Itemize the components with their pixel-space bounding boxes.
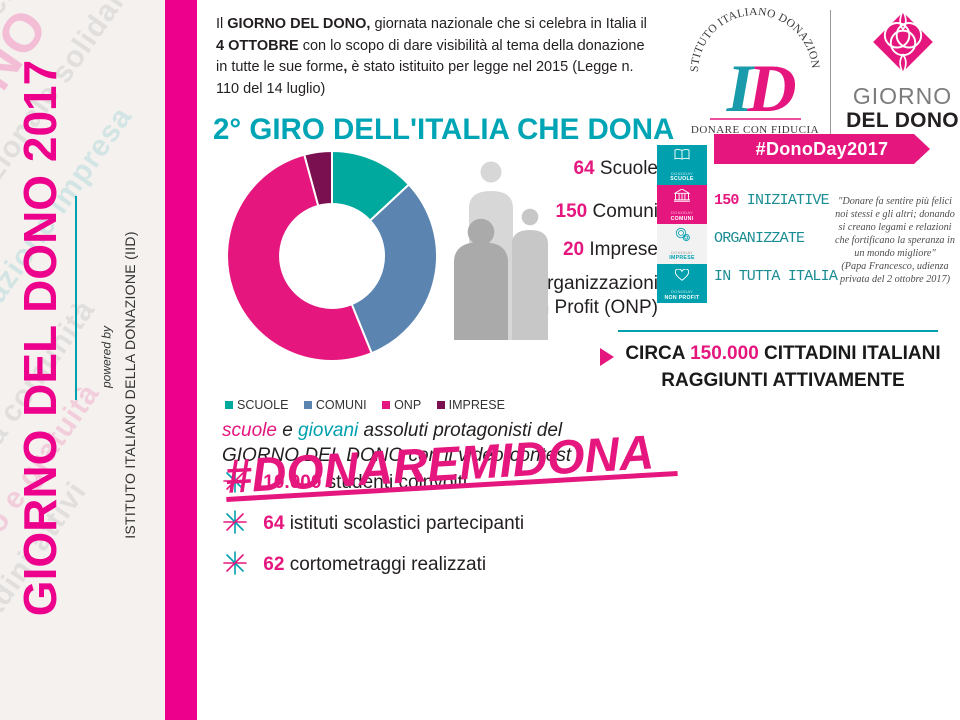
svg-text:D: D [746, 50, 796, 126]
